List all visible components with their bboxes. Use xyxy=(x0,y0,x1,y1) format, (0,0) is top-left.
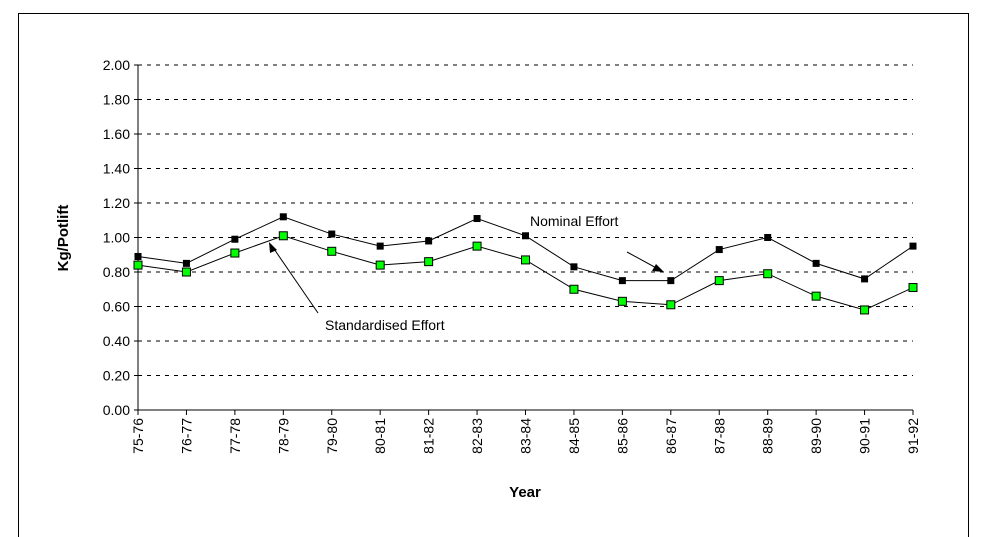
data-point xyxy=(812,259,820,267)
data-point xyxy=(811,291,821,301)
y-axis-title: Kg/Potlift xyxy=(55,205,72,272)
data-point xyxy=(909,242,917,250)
x-tick-label: 91-92 xyxy=(905,418,921,454)
x-tick-label: 84-85 xyxy=(566,418,582,454)
chart-frame xyxy=(18,13,969,537)
x-tick-label: 89-90 xyxy=(808,418,824,454)
series-line xyxy=(137,216,914,282)
data-point xyxy=(182,259,190,267)
data-point xyxy=(425,237,433,245)
data-point xyxy=(763,269,773,279)
series-line xyxy=(137,235,914,311)
x-tick-label: 88-89 xyxy=(760,418,776,454)
x-axis-title: Year xyxy=(509,484,541,501)
data-point xyxy=(231,235,239,243)
y-tick-label: 0.00 xyxy=(103,402,130,418)
y-tick-label: 0.20 xyxy=(103,368,130,384)
y-tick-label: 1.40 xyxy=(103,161,130,177)
data-point xyxy=(424,257,434,267)
data-point xyxy=(908,283,918,293)
x-tick-label: 85-86 xyxy=(614,418,630,454)
data-point xyxy=(764,234,772,241)
data-point xyxy=(569,284,579,294)
data-point xyxy=(472,241,482,251)
annotation-arrowhead xyxy=(269,242,277,253)
x-tick-label: 82-83 xyxy=(469,418,485,454)
y-tick-label: 1.80 xyxy=(103,92,130,108)
y-tick-label: 2.00 xyxy=(103,57,130,73)
data-point xyxy=(860,305,870,315)
x-tick-label: 83-84 xyxy=(518,418,534,454)
x-tick-label: 80-81 xyxy=(372,418,388,454)
data-point xyxy=(279,213,287,221)
data-point xyxy=(861,275,869,283)
data-point xyxy=(328,230,336,238)
x-tick-label: 87-88 xyxy=(711,418,727,454)
data-point xyxy=(376,242,384,250)
annotation: Nominal Effort xyxy=(530,213,619,229)
data-point xyxy=(714,276,724,286)
data-point xyxy=(521,255,530,265)
y-tick-label: 0.80 xyxy=(103,264,130,280)
x-tick-label: 75-76 xyxy=(130,418,146,454)
x-tick-label: 78-79 xyxy=(275,418,291,454)
y-tick-label: 0.60 xyxy=(103,299,130,315)
x-tick-label: 86-87 xyxy=(663,418,679,454)
data-point xyxy=(618,277,626,285)
annotation: Standardised Effort xyxy=(325,317,445,333)
x-tick-label: 79-80 xyxy=(324,418,340,454)
y-tick-label: 1.60 xyxy=(103,126,130,142)
data-point xyxy=(230,248,240,258)
data-point xyxy=(473,215,481,223)
data-point xyxy=(666,300,676,310)
data-point xyxy=(327,246,337,256)
y-tick-label: 1.00 xyxy=(103,230,130,246)
data-point xyxy=(617,296,627,306)
data-point xyxy=(134,252,142,260)
data-point xyxy=(715,246,723,254)
x-tick-label: 81-82 xyxy=(421,418,437,454)
annotation-arrow xyxy=(271,245,319,314)
annotation-arrowhead xyxy=(652,264,664,272)
data-point xyxy=(133,260,143,270)
data-point xyxy=(375,260,385,270)
x-tick-label: 76-77 xyxy=(178,418,194,454)
data-point xyxy=(522,232,529,240)
data-point xyxy=(667,277,675,285)
y-tick-label: 1.20 xyxy=(103,195,130,211)
x-tick-label: 90-91 xyxy=(857,418,873,454)
data-point xyxy=(181,267,191,277)
x-tick-label: 77-78 xyxy=(227,418,243,454)
data-point xyxy=(278,231,288,241)
y-tick-label: 0.40 xyxy=(103,333,130,349)
data-point xyxy=(570,263,578,271)
